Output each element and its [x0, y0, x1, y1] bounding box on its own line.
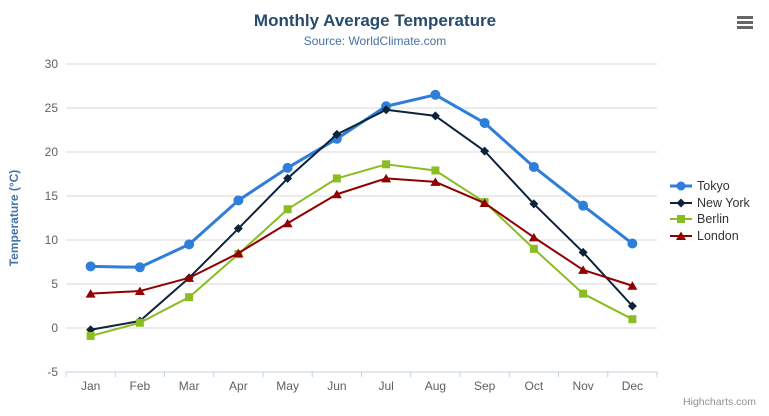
y-axis-title: Temperature (°C): [7, 169, 21, 267]
legend: Tokyo New York Berlin London: [670, 178, 750, 244]
data-point-new-york[interactable]: [381, 105, 391, 115]
y-axis-label: 15: [45, 189, 59, 203]
data-point-new-york[interactable]: [233, 224, 243, 234]
x-axis-label: Feb: [130, 379, 151, 393]
series-line-tokyo[interactable]: [89, 93, 634, 269]
data-point-london[interactable]: [134, 286, 145, 296]
x-axis-label: Aug: [425, 379, 446, 393]
data-point-new-york[interactable]: [529, 199, 539, 209]
x-axis-label: Jul: [378, 379, 393, 393]
data-point-london[interactable]: [578, 265, 589, 274]
legend-item-berlin[interactable]: Berlin: [670, 211, 750, 228]
y-axis-label: 5: [51, 277, 58, 291]
data-point-new-york[interactable]: [332, 129, 342, 139]
data-point-berlin[interactable]: [283, 205, 292, 214]
data-point-tokyo[interactable]: [430, 89, 441, 100]
x-axis-label: Jun: [327, 379, 346, 393]
data-point-tokyo[interactable]: [134, 262, 145, 273]
legend-item-new-york[interactable]: New York: [670, 195, 750, 212]
data-point-london[interactable]: [381, 173, 392, 183]
legend-label: New York: [697, 195, 750, 210]
data-point-berlin[interactable]: [431, 166, 440, 175]
legend-item-london[interactable]: London: [670, 228, 750, 245]
data-point-tokyo[interactable]: [479, 117, 490, 128]
data-point-tokyo[interactable]: [233, 195, 244, 206]
legend-label: Tokyo: [697, 179, 730, 194]
data-point-new-york[interactable]: [430, 111, 440, 121]
data-point-berlin[interactable]: [185, 293, 194, 302]
data-point-london[interactable]: [184, 273, 195, 282]
x-axis-label: Apr: [229, 379, 248, 393]
data-point-tokyo[interactable]: [627, 238, 638, 249]
y-axis-label: -5: [47, 365, 58, 379]
x-axis-label: Nov: [572, 379, 593, 393]
data-point-london[interactable]: [85, 289, 96, 298]
data-point-new-york[interactable]: [578, 247, 588, 257]
legend-item-tokyo[interactable]: Tokyo: [670, 178, 750, 195]
data-point-berlin[interactable]: [529, 244, 538, 253]
x-axis-label: May: [276, 379, 299, 393]
data-point-tokyo[interactable]: [282, 162, 293, 173]
data-point-london[interactable]: [479, 198, 490, 208]
data-point-berlin[interactable]: [86, 331, 95, 340]
data-point-berlin[interactable]: [579, 289, 588, 298]
data-point-berlin[interactable]: [332, 174, 341, 183]
hamburger-icon: [736, 16, 754, 29]
y-axis-label: 0: [51, 321, 58, 335]
y-axis-label: 30: [45, 57, 59, 71]
x-axis-label: Dec: [622, 379, 643, 393]
export-menu-button[interactable]: [736, 16, 754, 31]
series-line-london[interactable]: [89, 177, 634, 295]
data-point-london[interactable]: [430, 177, 441, 186]
y-axis-label: 10: [45, 233, 59, 247]
chart-subtitle: Source: WorldClimate.com: [303, 34, 447, 48]
data-point-london[interactable]: [528, 232, 539, 242]
data-point-tokyo[interactable]: [184, 239, 195, 250]
data-point-tokyo[interactable]: [528, 161, 539, 172]
data-point-new-york[interactable]: [627, 301, 637, 311]
data-point-new-york[interactable]: [283, 173, 293, 183]
x-axis-label: Sep: [474, 379, 496, 393]
data-point-new-york[interactable]: [480, 146, 490, 156]
legend-symbol-circle-icon: [670, 181, 692, 191]
data-point-berlin[interactable]: [382, 160, 391, 169]
legend-symbol-triangle-icon: [670, 231, 692, 240]
data-point-london[interactable]: [627, 281, 638, 290]
credits-link[interactable]: Highcharts.com: [683, 396, 756, 408]
legend-symbol-square-icon: [670, 215, 692, 224]
chart-title: Monthly Average Temperature: [253, 11, 497, 30]
series-line-new-york[interactable]: [89, 108, 634, 331]
data-point-london[interactable]: [331, 189, 342, 199]
legend-label: Berlin: [697, 212, 729, 227]
data-point-tokyo[interactable]: [578, 200, 589, 211]
series-line-berlin[interactable]: [89, 163, 634, 337]
data-point-berlin[interactable]: [628, 315, 637, 324]
data-point-london[interactable]: [282, 218, 293, 228]
legend-label: London: [697, 228, 739, 243]
x-axis-label: Mar: [179, 379, 200, 393]
y-axis-label: 20: [45, 145, 59, 159]
data-point-tokyo[interactable]: [85, 261, 96, 272]
data-point-london[interactable]: [233, 248, 244, 258]
x-axis-label: Oct: [525, 379, 544, 393]
x-axis-label: Jan: [81, 379, 100, 393]
y-axis-label: 25: [45, 101, 59, 115]
legend-symbol-diamond-icon: [670, 198, 692, 208]
data-point-berlin[interactable]: [135, 318, 144, 327]
